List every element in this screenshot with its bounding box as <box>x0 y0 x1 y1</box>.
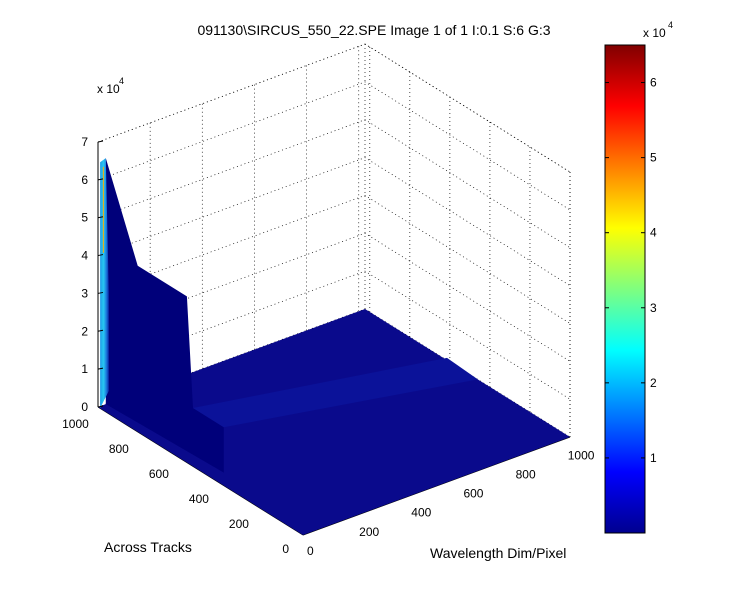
colorbar-tick: 6 <box>650 76 657 90</box>
colorbar-tick: 5 <box>650 151 657 165</box>
z-tick-mark <box>97 254 104 257</box>
ridge-shelf <box>193 357 478 428</box>
z-grid-line <box>97 270 571 400</box>
z-grid-line <box>97 195 571 324</box>
z-tick: 4 <box>81 249 88 263</box>
z-exponent-power: 4 <box>119 76 124 86</box>
frame-edge <box>97 43 366 143</box>
colorbar-tick: 4 <box>650 226 657 240</box>
z-grid-line <box>97 43 571 173</box>
x-tick-labels: 0 200 400 600 800 1000 <box>307 448 595 558</box>
colorbar-exponent-power: 4 <box>668 20 673 30</box>
z-grid-line <box>97 157 571 286</box>
z-tick: 6 <box>81 173 88 187</box>
ridge-peak-edge <box>100 158 109 409</box>
z-tick-mark <box>97 140 104 143</box>
y-axis-label: Across Tracks <box>104 539 192 555</box>
z-grid-line <box>97 81 571 211</box>
chart-title: 091130\SIRCUS_550_22.SPE Image 1 of 1 I:… <box>197 22 550 38</box>
grid-lines <box>97 43 571 438</box>
z-tick: 1 <box>81 362 88 376</box>
x-tick: 1000 <box>568 448 595 462</box>
x-axis-label: Wavelength Dim/Pixel <box>430 545 566 561</box>
z-tick-labels: 0 1 2 3 4 5 6 7 <box>81 135 104 414</box>
colorbar: 1 2 3 4 5 6 x 10 4 <box>604 20 673 534</box>
y-tick: 200 <box>229 517 249 531</box>
colorbar-tick: 3 <box>650 301 657 315</box>
colorbar-exponent: x 10 <box>643 26 666 40</box>
y-tick: 400 <box>189 492 209 506</box>
z-tick: 5 <box>81 211 88 225</box>
z-tick: 3 <box>81 286 88 300</box>
z-tick: 2 <box>81 324 88 338</box>
y-tick: 1000 <box>62 417 89 431</box>
z-tick-mark <box>97 329 104 332</box>
y-tick: 600 <box>149 467 169 481</box>
z-tick-mark <box>97 367 104 370</box>
z-tick-mark <box>97 178 104 181</box>
y-tick-labels: 0 200 400 600 800 1000 <box>62 417 289 556</box>
z-tick: 0 <box>81 400 88 414</box>
z-tick-mark <box>97 405 104 408</box>
colorbar-gradient <box>604 44 646 534</box>
x-tick: 600 <box>463 487 483 501</box>
x-tick: 0 <box>307 544 314 558</box>
y-tick: 0 <box>282 542 289 556</box>
y-tick: 800 <box>109 442 129 456</box>
z-grid-line <box>97 232 571 362</box>
surface-plot <box>98 158 570 535</box>
z-tick-mark <box>97 291 104 294</box>
x-tick: 200 <box>359 525 379 539</box>
colorbar-ticks: 1 2 3 4 5 6 <box>605 76 657 465</box>
x-tick: 800 <box>516 467 536 481</box>
ridge-wall <box>105 158 224 473</box>
z-grid-line <box>97 119 571 248</box>
colorbar-tick: 1 <box>650 451 657 465</box>
z-exponent: x 10 <box>97 82 120 96</box>
colorbar-tick: 2 <box>650 376 657 390</box>
z-tick-mark <box>97 216 104 219</box>
x-tick: 400 <box>411 506 431 520</box>
z-tick: 7 <box>81 135 88 149</box>
